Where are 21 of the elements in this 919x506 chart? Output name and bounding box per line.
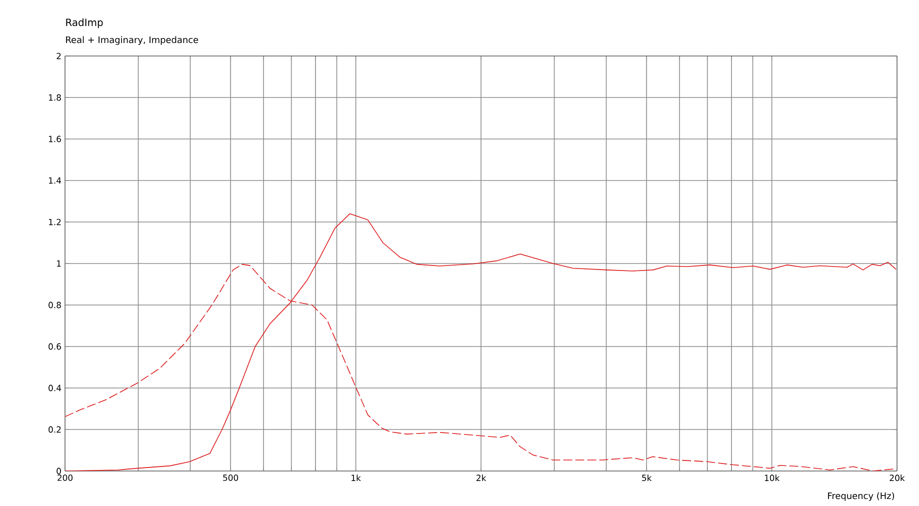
x-tick-label: 20k bbox=[890, 474, 905, 482]
y-tick-label: 1.2 bbox=[48, 218, 61, 226]
x-tick-label: 10k bbox=[764, 474, 780, 482]
y-tick-label: 0.6 bbox=[48, 343, 61, 350]
y-tick-label: 0 bbox=[56, 468, 61, 474]
x-tick-label: 5k bbox=[642, 474, 652, 482]
y-tick-label: 1.4 bbox=[48, 177, 62, 184]
chart-subtitle: Real + Imaginary, Impedance bbox=[66, 36, 198, 45]
y-tick-label: 0.4 bbox=[48, 384, 62, 392]
y-tick-label: 1.8 bbox=[48, 94, 61, 101]
x-tick-label: 2k bbox=[476, 474, 486, 481]
chart-title: RadImp bbox=[66, 18, 103, 28]
x-tick-label: 500 bbox=[223, 474, 238, 481]
y-tick-label: 2 bbox=[56, 52, 61, 60]
y-tick-label: 1 bbox=[57, 260, 61, 267]
y-tick-label: 1.6 bbox=[48, 136, 61, 142]
x-tick-label: 200 bbox=[58, 474, 73, 481]
y-tick-label: 0.8 bbox=[48, 302, 61, 308]
y-tick-label: 0.2 bbox=[48, 426, 61, 433]
x-tick-label: 1k bbox=[352, 474, 361, 481]
x-axis-title: Frequency (Hz) bbox=[828, 492, 894, 501]
